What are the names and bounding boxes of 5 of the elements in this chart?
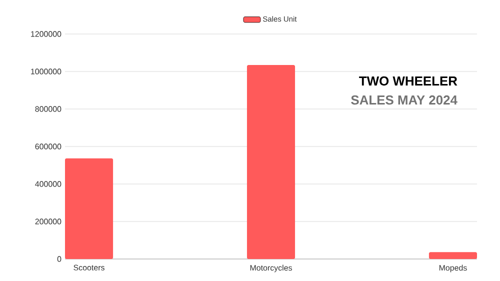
bar: [246, 64, 296, 259]
text: SALES MAY 2024: [351, 95, 458, 105]
text: TWO WHEELER: [359, 76, 458, 86]
bar: [428, 252, 478, 259]
bar: [65, 158, 114, 259]
